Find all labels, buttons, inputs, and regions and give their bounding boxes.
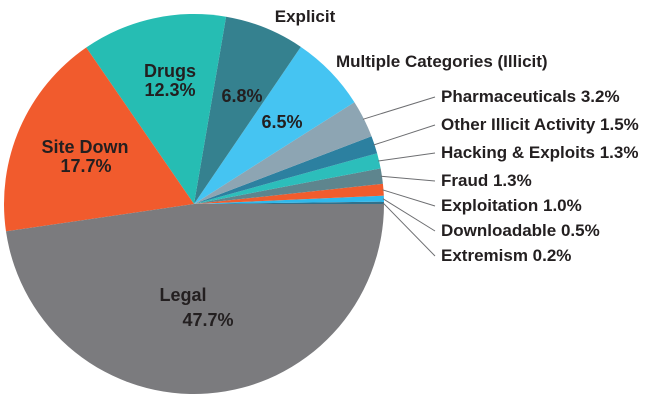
pie-slice-exploitation (194, 183, 384, 204)
leader-line-extremism (382, 202, 436, 257)
pie-slice-extremism (194, 201, 384, 204)
pie-slice-drugs (86, 14, 227, 204)
pie-slice-pharmaceuticals (194, 102, 372, 204)
label-pharmaceuticals: Pharmaceuticals 3.2% (441, 87, 620, 106)
label-drugs-label: Drugs (144, 61, 196, 81)
pie-slice-multiple-categories (194, 46, 355, 204)
pie-slice-explicit (194, 16, 301, 205)
label-explicit-display: 6.8% (221, 86, 262, 106)
pie-slice-site-down (4, 47, 195, 232)
leader-line-other-illicit-activity (373, 124, 436, 146)
pie-slice-hacking-exploits (194, 153, 381, 204)
label-drugs-display: 12.3% (144, 80, 195, 100)
pie-slice-other-illicit-activity (194, 136, 378, 204)
pie-slice-downloadable (194, 195, 384, 204)
label-extremism: Extremism 0.2% (441, 246, 571, 265)
label-hacking-exploits: Hacking & Exploits 1.3% (441, 143, 638, 162)
leader-line-pharmaceuticals (362, 96, 436, 120)
pie-slice-fraud (194, 168, 383, 204)
label-multiple-categories-name: Multiple Categories (Illicit) (336, 52, 548, 71)
label-multiple-categories-display: 6.5% (261, 112, 302, 132)
label-downloadable: Downloadable 0.5% (441, 221, 600, 240)
label-fraud: Fraud 1.3% (441, 171, 532, 190)
label-other-illicit-activity: Other Illicit Activity 1.5% (441, 115, 639, 134)
label-legal-display: 47.7% (182, 310, 233, 330)
leader-line-fraud (380, 175, 436, 182)
label-explicit-name: Explicit (275, 7, 336, 26)
label-site-down-display: 17.7% (60, 156, 111, 176)
pie-slice-legal (5, 204, 384, 395)
label-legal-label: Legal (159, 285, 206, 305)
leader-line-exploitation (382, 189, 436, 207)
label-exploitation: Exploitation 1.0% (441, 196, 582, 215)
leader-line-downloadable (382, 198, 436, 232)
label-site-down-label: Site Down (41, 137, 128, 157)
leader-line-hacking-exploits (378, 152, 436, 162)
